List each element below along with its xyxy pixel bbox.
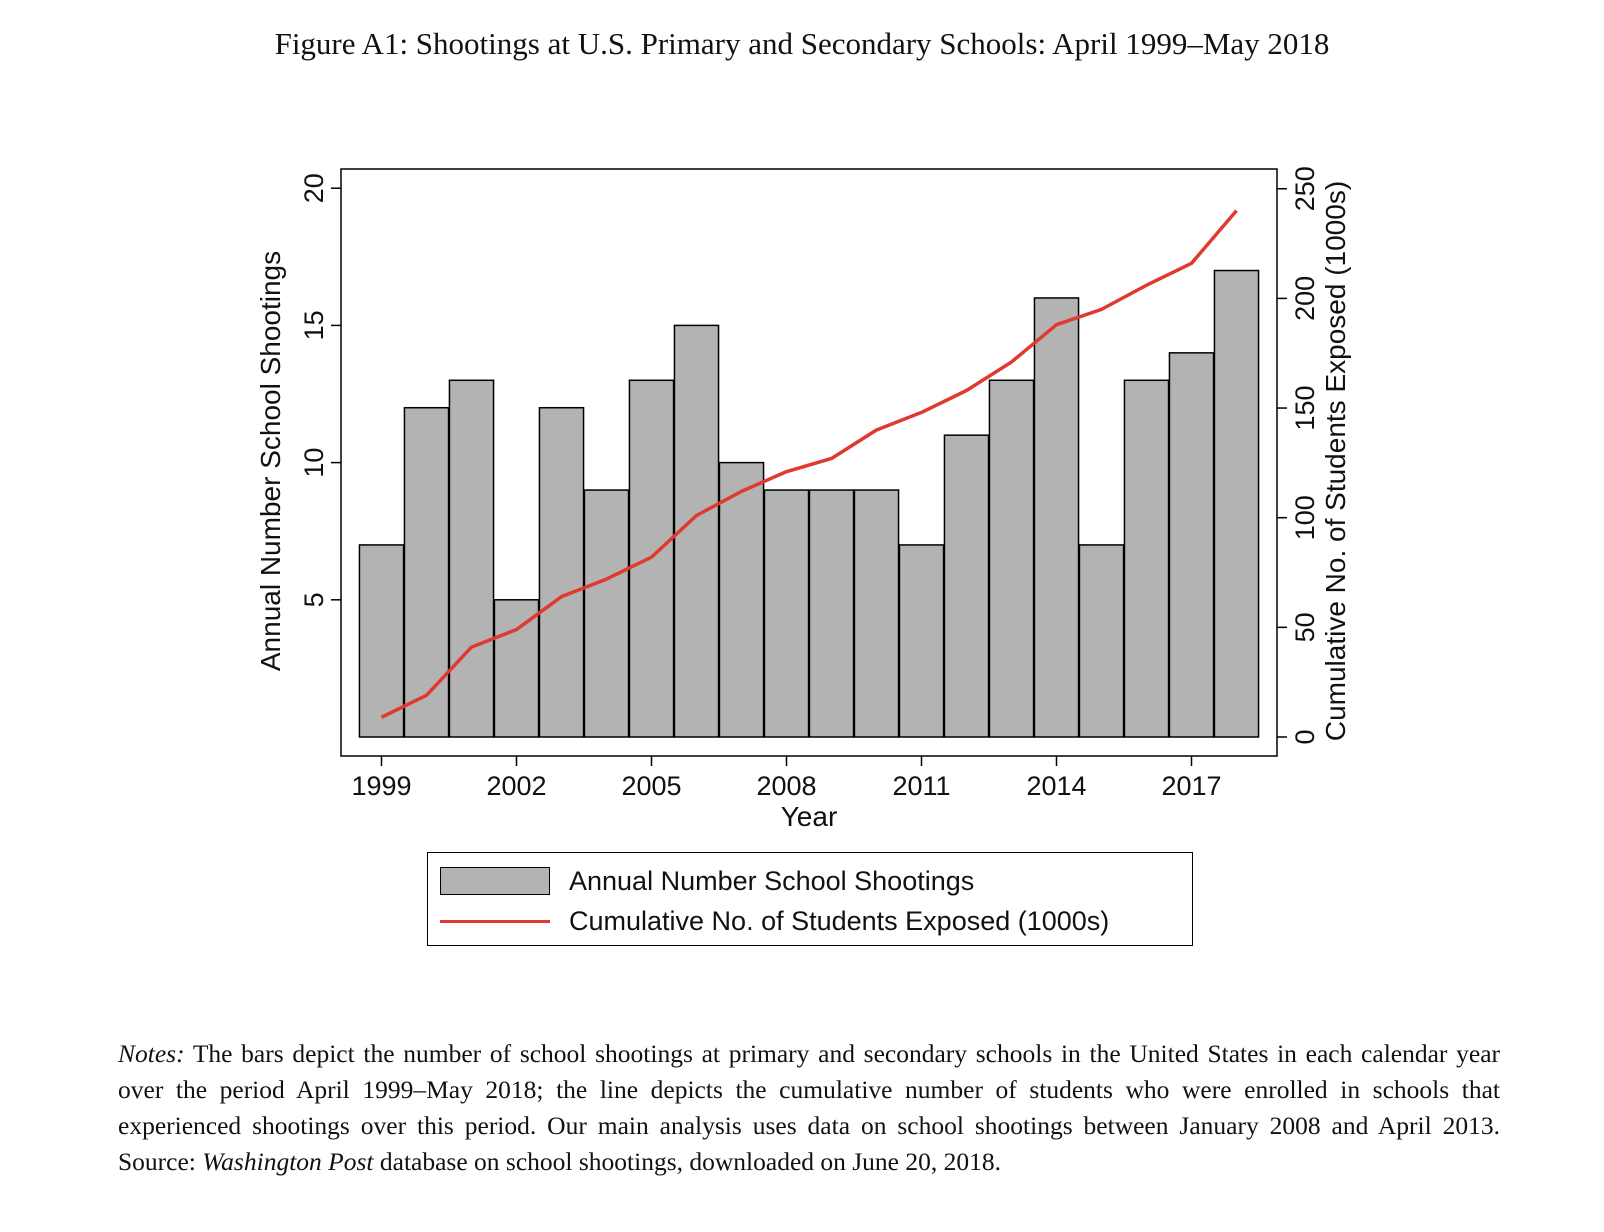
y2-tick-label: 250 xyxy=(1290,166,1320,211)
y2-tick-label: 50 xyxy=(1290,612,1320,642)
y-axis-label: Annual Number School Shootings xyxy=(255,251,286,671)
legend: Annual Number School Shootings Cumulativ… xyxy=(427,852,1193,946)
legend-swatch-line xyxy=(440,920,550,923)
bar-2011 xyxy=(898,544,945,738)
legend-item-bars: Annual Number School Shootings xyxy=(428,861,1192,901)
bar-2015 xyxy=(1078,544,1125,738)
x-tick-label: 1999 xyxy=(351,771,411,801)
x-tick-label: 2011 xyxy=(892,771,950,801)
notes-body-end: database on school shootings, downloaded… xyxy=(373,1147,1002,1176)
figure-title: Figure A1: Shootings at U.S. Primary and… xyxy=(274,26,1330,61)
bar-2003 xyxy=(538,406,585,738)
y2-tick-label: 150 xyxy=(1290,386,1320,431)
legend-item-line: Cumulative No. of Students Exposed (1000… xyxy=(428,901,1192,941)
bar-2014 xyxy=(1033,297,1080,738)
legend-label-line: Cumulative No. of Students Exposed (1000… xyxy=(569,906,1110,936)
notes-body: The bars depict the number of school sho… xyxy=(118,1039,1500,1176)
bar-2007 xyxy=(718,461,765,738)
bar-2000 xyxy=(403,406,450,738)
line-series xyxy=(380,209,1238,719)
school-shootings-chart: 1999 2002 2005 2008 2011 2014 2017510152005010… xyxy=(255,166,1351,832)
axes: 1999 2002 2005 2008 2011 2014 2017510152005010… xyxy=(299,166,1320,801)
bar-2002 xyxy=(493,599,540,738)
bar-2010 xyxy=(853,489,900,738)
legend-swatch-bar xyxy=(440,867,550,895)
cumulative-line xyxy=(380,209,1238,719)
bar-2013 xyxy=(988,379,1035,738)
x-tick-label: 2014 xyxy=(1026,771,1086,801)
notes-lead: Notes: xyxy=(118,1039,185,1068)
y-tick-label: 20 xyxy=(299,173,329,203)
bar-2012 xyxy=(943,434,990,738)
bar-2001 xyxy=(448,379,495,738)
y-tick-label: 15 xyxy=(299,310,329,340)
x-tick-label: 2008 xyxy=(756,771,816,801)
bar-2009 xyxy=(808,489,855,738)
y-tick-label: 10 xyxy=(299,448,329,478)
y2-tick-label: 100 xyxy=(1290,495,1320,540)
y-tick-label: 5 xyxy=(299,592,329,607)
bar-2017 xyxy=(1168,352,1215,738)
x-axis-label: Year xyxy=(781,801,838,832)
notes-source: Washington Post xyxy=(202,1147,374,1176)
x-tick-label: 2017 xyxy=(1161,771,1221,801)
x-tick-label: 2005 xyxy=(621,771,681,801)
x-tick-label: 2002 xyxy=(486,771,546,801)
bar-2016 xyxy=(1123,379,1170,738)
bar-2004 xyxy=(583,489,630,738)
bar-2008 xyxy=(763,489,810,738)
y2-tick-label: 200 xyxy=(1290,276,1320,321)
y2-axis-label: Cumulative No. of Students Exposed (1000… xyxy=(1320,181,1351,741)
legend-label-bars: Annual Number School Shootings xyxy=(569,866,975,896)
y2-tick-label: 0 xyxy=(1290,729,1320,744)
figure-notes: Notes: The bars depict the number of sch… xyxy=(118,1036,1500,1180)
bar-1999 xyxy=(358,544,405,738)
bar-2018 xyxy=(1213,269,1260,738)
bar-series xyxy=(358,269,1260,738)
